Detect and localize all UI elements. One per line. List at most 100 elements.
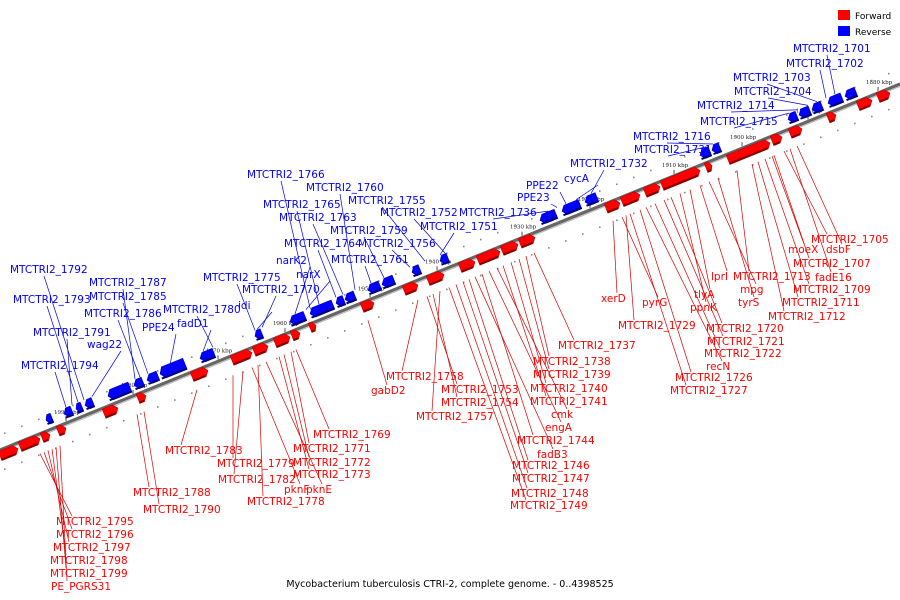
label-leader-lines	[39, 54, 843, 582]
lane-dot	[752, 128, 754, 130]
reverse-gene-label: MTCTRI2_1756	[358, 238, 436, 250]
reverse-leader-line	[296, 210, 320, 305]
forward-leader-line	[663, 199, 724, 337]
gene-shade	[813, 108, 824, 115]
lane-dot	[327, 337, 329, 339]
reverse-leader-line	[819, 69, 827, 99]
reverse-leader-line	[66, 338, 73, 405]
reverse-gene-arrow	[63, 405, 75, 419]
reverse-leader-line	[339, 193, 356, 290]
gene-shade	[429, 278, 443, 286]
forward-leader-line	[525, 255, 550, 357]
forward-gene-arrow	[457, 258, 476, 273]
reverse-gene-arrow	[411, 264, 423, 278]
forward-gene-arrow	[703, 161, 713, 173]
forward-gene-arrow	[659, 166, 701, 191]
forward-leader-line	[136, 414, 150, 488]
forward-leader-line	[736, 170, 750, 272]
forward-gene-label: MTCTRI2_1753	[441, 384, 519, 396]
reverse-gene-label: narK2	[276, 255, 307, 267]
forward-gene-label: MTCTRI2_1721	[707, 336, 785, 348]
forward-leader-line	[257, 365, 264, 497]
gene-shade	[109, 390, 133, 402]
forward-gene-label: MTCTRI2_1783	[165, 445, 243, 457]
forward-gene-label: MTCTRI2_1705	[811, 234, 889, 246]
reverse-gene-arrow	[584, 192, 600, 207]
lane-dot	[89, 433, 91, 436]
gene-shade	[789, 118, 799, 125]
lane-dot	[276, 321, 278, 324]
forward-gene-label: MTCTRI2_1738	[533, 356, 611, 368]
reverse-leader-line	[590, 169, 605, 194]
reverse-gene-label: MTCTRI2_1794	[21, 360, 99, 372]
reverse-gene-arrow	[289, 310, 308, 327]
reverse-leader-line	[667, 146, 707, 157]
forward-gene-label: MTCTRI2_1758	[386, 371, 464, 383]
lane-dot	[531, 254, 533, 256]
reverse-gene-arrow	[798, 105, 813, 120]
forward-gene-label: dsbF	[826, 244, 851, 256]
reverse-leader-line	[826, 54, 836, 95]
lane-dot	[106, 390, 108, 393]
lane-dot	[344, 330, 346, 332]
gene-shade	[791, 133, 801, 139]
forward-gene-arrow	[307, 321, 317, 333]
forward-gene-label: pknE	[306, 484, 332, 496]
reverse-gene-label: MTCTRI2_1715	[700, 116, 778, 128]
reverse-gene-label: MTCTRI2_1752	[380, 207, 458, 219]
gene-shade	[546, 218, 554, 223]
lane-dot	[174, 399, 176, 401]
reverse-gene-label: PPE23	[517, 192, 550, 204]
forward-gene-label: MTCTRI2_1757	[416, 411, 494, 423]
forward-leader-line	[679, 193, 707, 303]
reverse-gene-arrow	[133, 376, 146, 391]
gene-body	[725, 139, 771, 165]
forward-leader-line	[295, 349, 330, 430]
forward-leader-line	[278, 356, 310, 470]
gene-shade	[77, 409, 84, 414]
lane-dot	[412, 302, 414, 305]
reverse-leader-line	[117, 319, 141, 378]
reverse-gene-label: MTCTRI2_1714	[697, 100, 775, 112]
gene-body	[159, 357, 188, 379]
ruler-tick-label: 1930 kbp	[510, 225, 537, 231]
forward-gene-label: MTCTRI2_1799	[50, 568, 128, 580]
forward-leader-line	[757, 161, 799, 298]
lane-dot	[21, 461, 23, 464]
lane-dot	[429, 259, 431, 262]
forward-gene-arrow	[189, 367, 209, 382]
gene-body	[642, 183, 661, 198]
forward-gene-arrow	[359, 299, 375, 313]
lane-dot	[259, 364, 261, 367]
reverse-gene-label: idi	[238, 300, 251, 312]
forward-leader-line	[639, 209, 692, 373]
reverse-gene-arrow	[381, 274, 397, 290]
forward-leader-line	[426, 296, 458, 385]
lane-dot	[786, 114, 788, 116]
gene-shade	[337, 302, 346, 308]
reverse-gene-arrow	[309, 299, 336, 319]
gene-shade	[846, 94, 858, 101]
reverse-gene-label: narX	[296, 269, 321, 281]
lane-dot	[871, 115, 873, 118]
forward-gene-label: lprI	[711, 271, 728, 283]
lane-dot	[582, 233, 584, 235]
forward-gene-arrow	[499, 240, 519, 256]
gene-labels: MTCTRI2_1701 MTCTRI2_1702 MTCTRI2_1703 MTCT…	[10, 43, 889, 593]
forward-leader-line	[448, 287, 527, 501]
lane-dot	[803, 143, 805, 146]
reverse-leader-line	[733, 112, 790, 129]
reverse-gene-label: MTCTRI2_1755	[348, 195, 426, 207]
gene-body	[189, 367, 209, 382]
lane-dot	[650, 205, 652, 208]
reverse-gene-label: MTCTRI2_1751	[420, 221, 498, 233]
gene-features	[0, 86, 891, 461]
forward-gene-arrow	[769, 133, 783, 146]
gene-shade	[255, 350, 267, 357]
reverse-gene-label: MTCTRI2_1786	[84, 308, 162, 320]
lane-dot	[718, 141, 720, 144]
gene-shade	[607, 207, 619, 214]
reverse-leader-line	[261, 295, 277, 328]
reverse-gene-label: MTCTRI2_1732	[570, 158, 648, 170]
reverse-gene-arrow	[544, 210, 555, 223]
